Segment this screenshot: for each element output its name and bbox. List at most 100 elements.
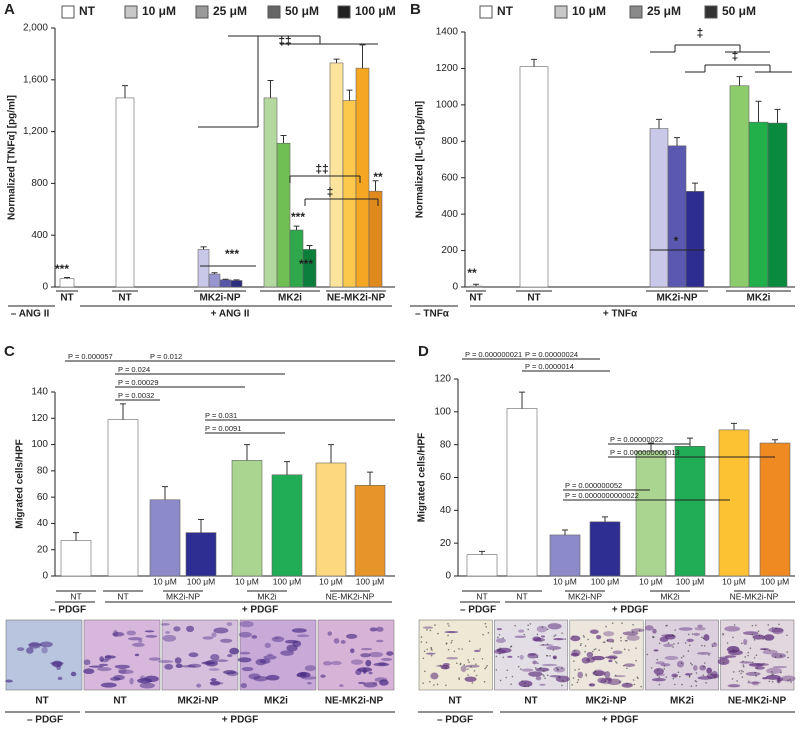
legend-swatch xyxy=(479,5,493,19)
error-bar xyxy=(731,422,737,430)
pore xyxy=(756,667,759,670)
y-tick-label: 120 xyxy=(31,413,48,424)
cell xyxy=(280,650,294,656)
pore xyxy=(447,634,449,637)
y-tick-label: 400 xyxy=(31,230,48,241)
cell xyxy=(333,637,340,644)
group-label: NE-MK2i-NP xyxy=(327,293,386,304)
pore xyxy=(529,623,532,625)
cell xyxy=(70,671,77,677)
pore xyxy=(673,643,675,645)
y-tick-label: 100 xyxy=(31,439,48,450)
bar xyxy=(685,191,705,288)
cell xyxy=(357,681,366,685)
cell xyxy=(460,665,467,672)
cell xyxy=(227,654,233,658)
annotation: P = 0.0000000000022 xyxy=(565,491,639,500)
cell xyxy=(129,677,134,685)
annotation: P = 0.000057 xyxy=(68,352,113,361)
pore xyxy=(640,685,642,688)
cell xyxy=(251,635,258,639)
error-bar xyxy=(479,550,485,555)
cell xyxy=(355,669,362,676)
pore xyxy=(426,648,428,651)
y-tick-label: 120 xyxy=(434,374,451,385)
pore xyxy=(658,683,661,686)
pore xyxy=(656,669,659,671)
pore xyxy=(463,664,466,666)
cell xyxy=(754,666,765,670)
annotation: ‡ xyxy=(697,26,704,40)
cell xyxy=(208,668,220,671)
pore xyxy=(768,649,771,652)
y-tick-label: 800 xyxy=(31,178,48,189)
pore xyxy=(701,636,703,639)
pore xyxy=(732,636,734,639)
pore xyxy=(701,644,703,647)
cell xyxy=(771,627,784,635)
cell xyxy=(264,642,271,648)
bar xyxy=(506,408,538,577)
cell xyxy=(88,665,104,668)
pore xyxy=(420,636,423,638)
pore xyxy=(445,666,448,669)
error-bar xyxy=(162,486,168,500)
cell xyxy=(226,622,233,627)
cell xyxy=(173,626,181,632)
pore xyxy=(754,671,756,674)
cell xyxy=(164,663,174,670)
pore xyxy=(524,685,526,687)
bar xyxy=(549,534,581,577)
cell xyxy=(743,638,748,646)
pore xyxy=(656,674,659,677)
pore xyxy=(751,633,754,636)
pore xyxy=(482,633,484,636)
pore xyxy=(753,657,756,659)
cell xyxy=(160,623,170,626)
pore xyxy=(622,664,625,667)
cell xyxy=(137,678,153,684)
cell xyxy=(592,670,606,677)
pore xyxy=(495,655,498,658)
cell xyxy=(588,683,596,687)
cell xyxy=(661,634,675,637)
annotation: P = 0.00000022 xyxy=(610,435,663,444)
pore xyxy=(514,624,516,627)
pore xyxy=(425,641,428,644)
pore xyxy=(583,636,586,638)
pore xyxy=(437,632,439,635)
pore xyxy=(511,675,514,678)
cell xyxy=(651,677,666,682)
y-tick-label: 80 xyxy=(37,465,49,476)
cell xyxy=(739,661,753,664)
cell xyxy=(613,675,626,678)
group-label: NT xyxy=(70,591,81,601)
bar xyxy=(149,499,181,577)
error-bar xyxy=(772,439,778,444)
cell xyxy=(380,657,393,661)
condition-label: – PDGF xyxy=(27,715,63,726)
pore xyxy=(546,643,549,645)
error-bar xyxy=(562,529,568,535)
pore xyxy=(468,661,470,663)
cell xyxy=(118,668,127,674)
pore xyxy=(623,648,626,651)
cell xyxy=(553,666,566,673)
cell xyxy=(630,628,645,633)
pore xyxy=(585,674,588,677)
bar xyxy=(230,280,243,288)
pore xyxy=(626,667,628,670)
y-tick-label: 1,600 xyxy=(23,74,48,85)
group-label: MK2i xyxy=(278,293,302,304)
pore xyxy=(587,638,589,641)
error-bar xyxy=(602,516,608,522)
pore xyxy=(561,667,563,670)
cell xyxy=(762,677,768,680)
error-bar xyxy=(306,245,313,250)
cell xyxy=(742,631,759,636)
cell xyxy=(360,647,373,651)
cell xyxy=(83,668,95,675)
bar xyxy=(469,285,483,288)
bar xyxy=(355,67,370,288)
error-bar xyxy=(122,85,128,98)
